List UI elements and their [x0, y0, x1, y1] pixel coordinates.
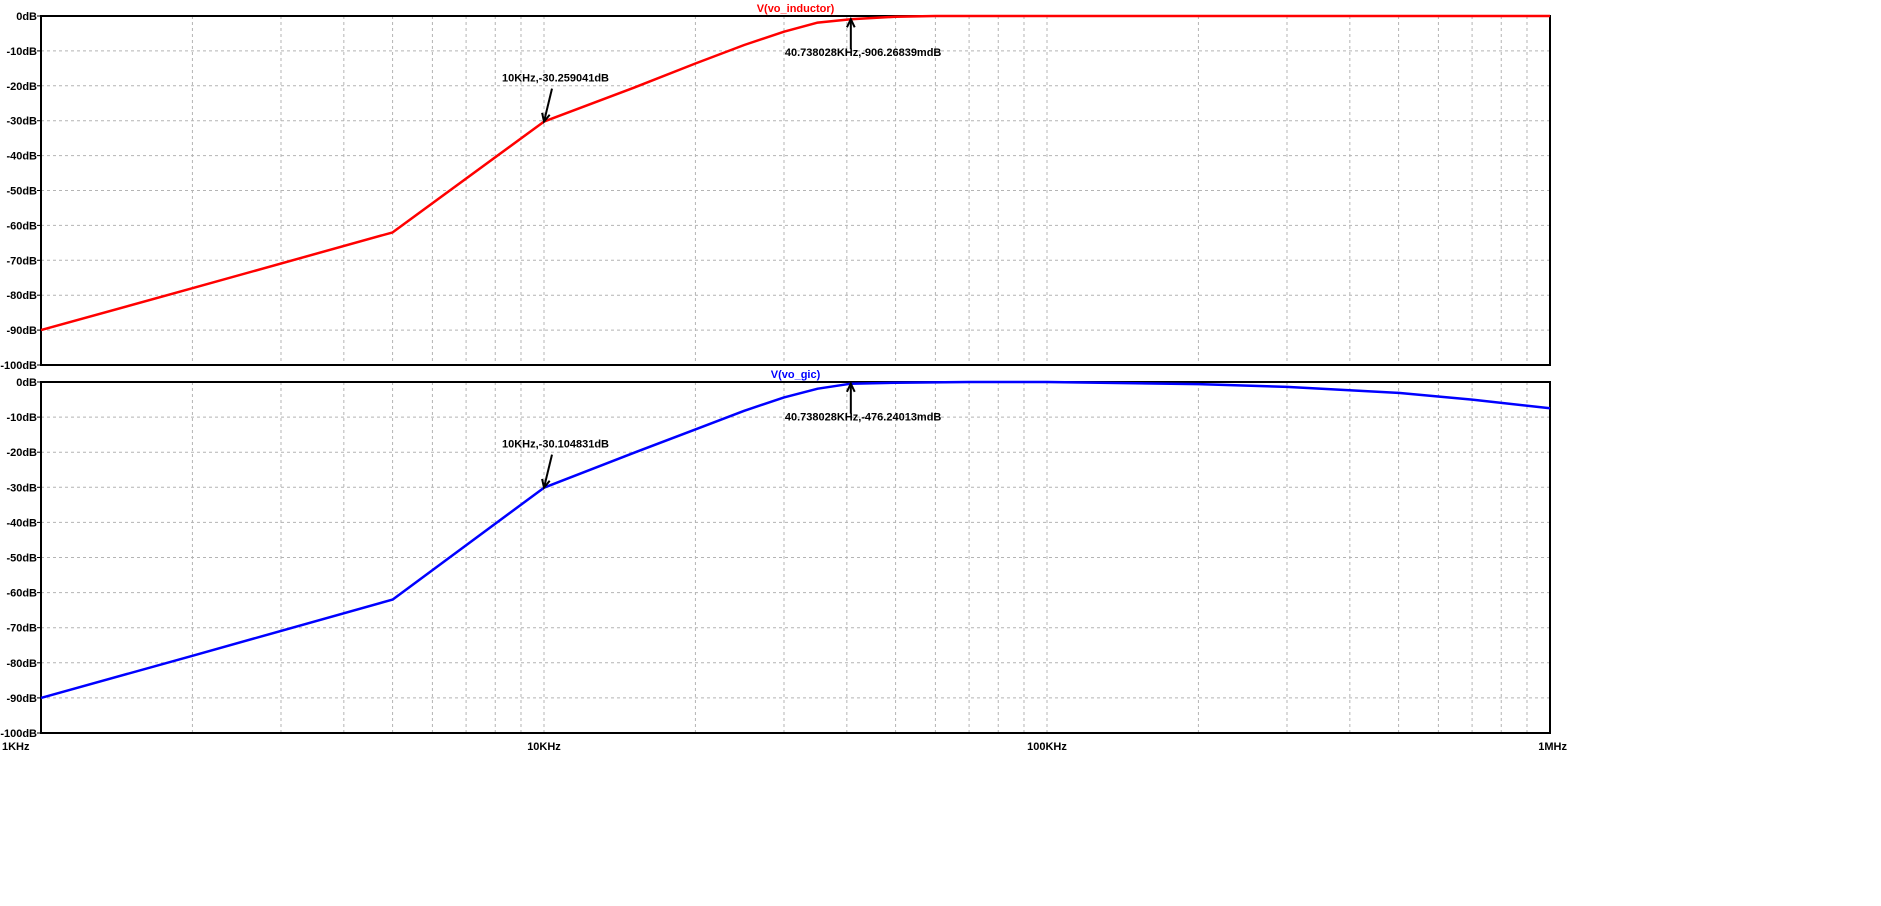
y-tick-label: -80dB	[6, 658, 37, 670]
cursor-annotation: 10KHz,-30.104831dB	[502, 439, 609, 490]
y-tick-label: -40dB	[6, 151, 37, 163]
cursor-annotation: 40.738028KHz,-476.24013mdB	[785, 381, 942, 424]
y-tick-label: -50dB	[6, 553, 37, 565]
annotation-arrow-head	[541, 478, 551, 490]
grid-lines	[41, 16, 1550, 365]
y-tick-label: -90dB	[6, 693, 37, 705]
y-tick-label: -100dB	[0, 360, 37, 372]
plot-pane-bottom: 0dB -10dB -20dB -30dB -40dB -50dB -60dB -70dB -8…	[0, 369, 1567, 753]
y-tick-label: -90dB	[6, 325, 37, 337]
annotation-label: 10KHz,-30.259041dB	[502, 73, 609, 85]
y-tick-label: -10dB	[6, 46, 37, 58]
y-tick-label: -50dB	[6, 186, 37, 198]
y-tick-label: -20dB	[6, 81, 37, 93]
series-line	[40, 14, 1550, 332]
grid-lines	[41, 382, 1550, 733]
y-tick-label: -30dB	[6, 482, 37, 494]
x-tick-label: 100KHz	[1027, 741, 1067, 753]
annotation-arrow-shaft	[543, 454, 553, 488]
annotation-arrow-head	[541, 112, 551, 124]
annotation-arrow-head	[845, 381, 856, 393]
trace-title[interactable]: V(vo_inductor)	[757, 3, 835, 15]
y-tick-label: -100dB	[0, 728, 37, 740]
y-tick-label: -70dB	[6, 623, 37, 635]
plot-frame	[40, 381, 1551, 734]
y-tick-label: -20dB	[6, 447, 37, 459]
waveform-viewer: 0dB -10dB -20dB -30dB -40dB -50dB -60dB -70dB -8…	[0, 3, 1568, 753]
cursor-annotation: 10KHz,-30.259041dB	[502, 73, 609, 124]
y-tick-label: 0dB	[16, 377, 37, 389]
plot-frame	[40, 15, 1551, 366]
annotation-label: 40.738028KHz,-906.26839mdB	[785, 47, 942, 59]
cursor-annotation: 40.738028KHz,-906.26839mdB	[785, 16, 942, 59]
y-tick-label: 0dB	[16, 11, 37, 23]
annotation-arrow-head	[845, 16, 856, 28]
y-tick-label: -40dB	[6, 517, 37, 529]
y-tick-label: -60dB	[6, 220, 37, 232]
series-line	[40, 380, 1551, 700]
y-tick-label: -30dB	[6, 116, 37, 128]
y-tick-label: -70dB	[6, 255, 37, 267]
x-tick-label: 10KHz	[527, 741, 561, 753]
y-tick-label: -10dB	[6, 412, 37, 424]
annotation-label: 40.738028KHz,-476.24013mdB	[785, 412, 942, 424]
annotation-arrow-shaft	[543, 88, 553, 122]
y-tick-label: -80dB	[6, 290, 37, 302]
y-tick-label: -60dB	[6, 588, 37, 600]
plot-pane-top: 0dB -10dB -20dB -30dB -40dB -50dB -60dB -70dB -8…	[0, 3, 1551, 372]
x-tick-label: 1KHz	[2, 741, 30, 753]
x-tick-label: 1MHz	[1538, 741, 1567, 753]
annotation-label: 10KHz,-30.104831dB	[502, 439, 609, 451]
waveform-plot-svg: 0dB -10dB -20dB -30dB -40dB -50dB -60dB -70dB -8…	[0, 3, 1567, 753]
trace-title[interactable]: V(vo_gic)	[771, 369, 821, 381]
